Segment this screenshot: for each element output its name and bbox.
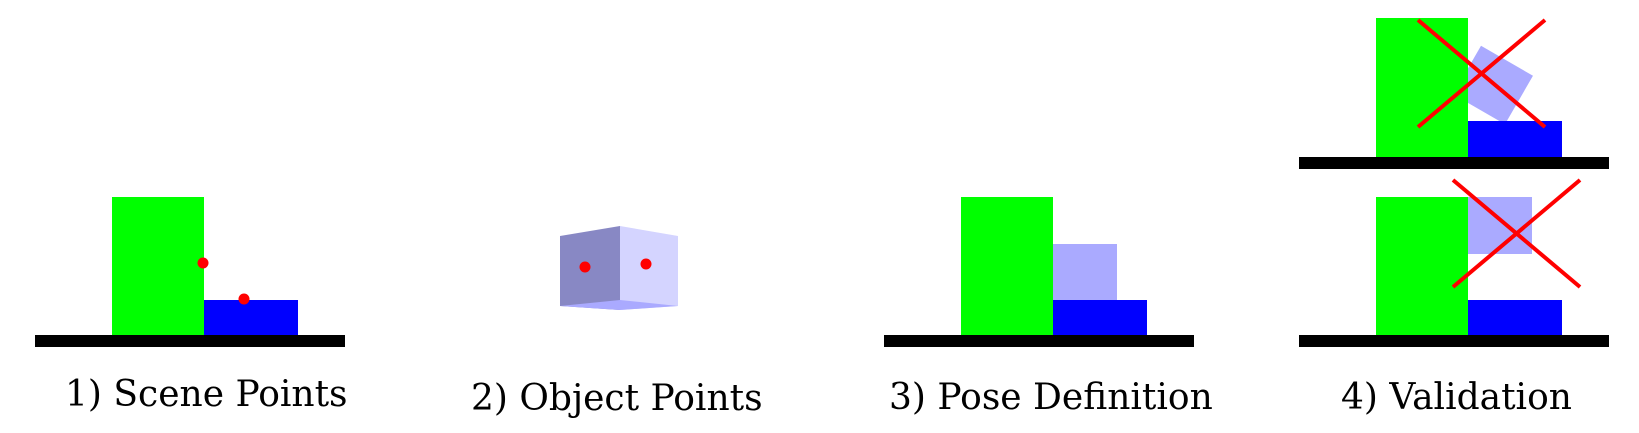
- tall-green-block: [1376, 197, 1468, 335]
- object-point-marker: [579, 261, 591, 273]
- ground-bar: [1299, 157, 1609, 169]
- object-point-marker: [640, 258, 652, 270]
- panel-pose-definition: [884, 197, 1194, 347]
- tall-green-block: [961, 197, 1053, 335]
- blue-base-block: [1468, 300, 1562, 335]
- caption-validation: 4) Validation: [1341, 377, 1572, 418]
- scene-point-marker: [197, 257, 209, 269]
- caption-pose-definition: 3) Pose Definition: [889, 377, 1213, 418]
- ground-bar: [884, 335, 1194, 347]
- reject-cross-line: [1416, 18, 1547, 129]
- tall-green-block: [1376, 18, 1468, 157]
- blue-base-block: [1053, 300, 1147, 335]
- blue-base-block: [204, 300, 298, 335]
- tall-green-block: [112, 197, 204, 335]
- floating-object: [1468, 197, 1532, 254]
- panel-object-points: [560, 226, 678, 310]
- ground-bar: [1299, 335, 1609, 347]
- blue-base-block: [1468, 121, 1562, 157]
- ground-bar: [35, 335, 345, 347]
- caption-object-points: 2) Object Points: [471, 378, 763, 419]
- scene-point-marker: [238, 293, 250, 305]
- placed-object: [1053, 244, 1117, 300]
- panel-scene-points: [35, 197, 345, 347]
- panel-validation-top: [1299, 18, 1609, 169]
- reject-cross-line: [1451, 178, 1582, 289]
- caption-scene-points: 1) Scene Points: [65, 374, 348, 415]
- cube-bottom-face: [560, 300, 678, 310]
- panel-validation-bottom: [1299, 178, 1609, 347]
